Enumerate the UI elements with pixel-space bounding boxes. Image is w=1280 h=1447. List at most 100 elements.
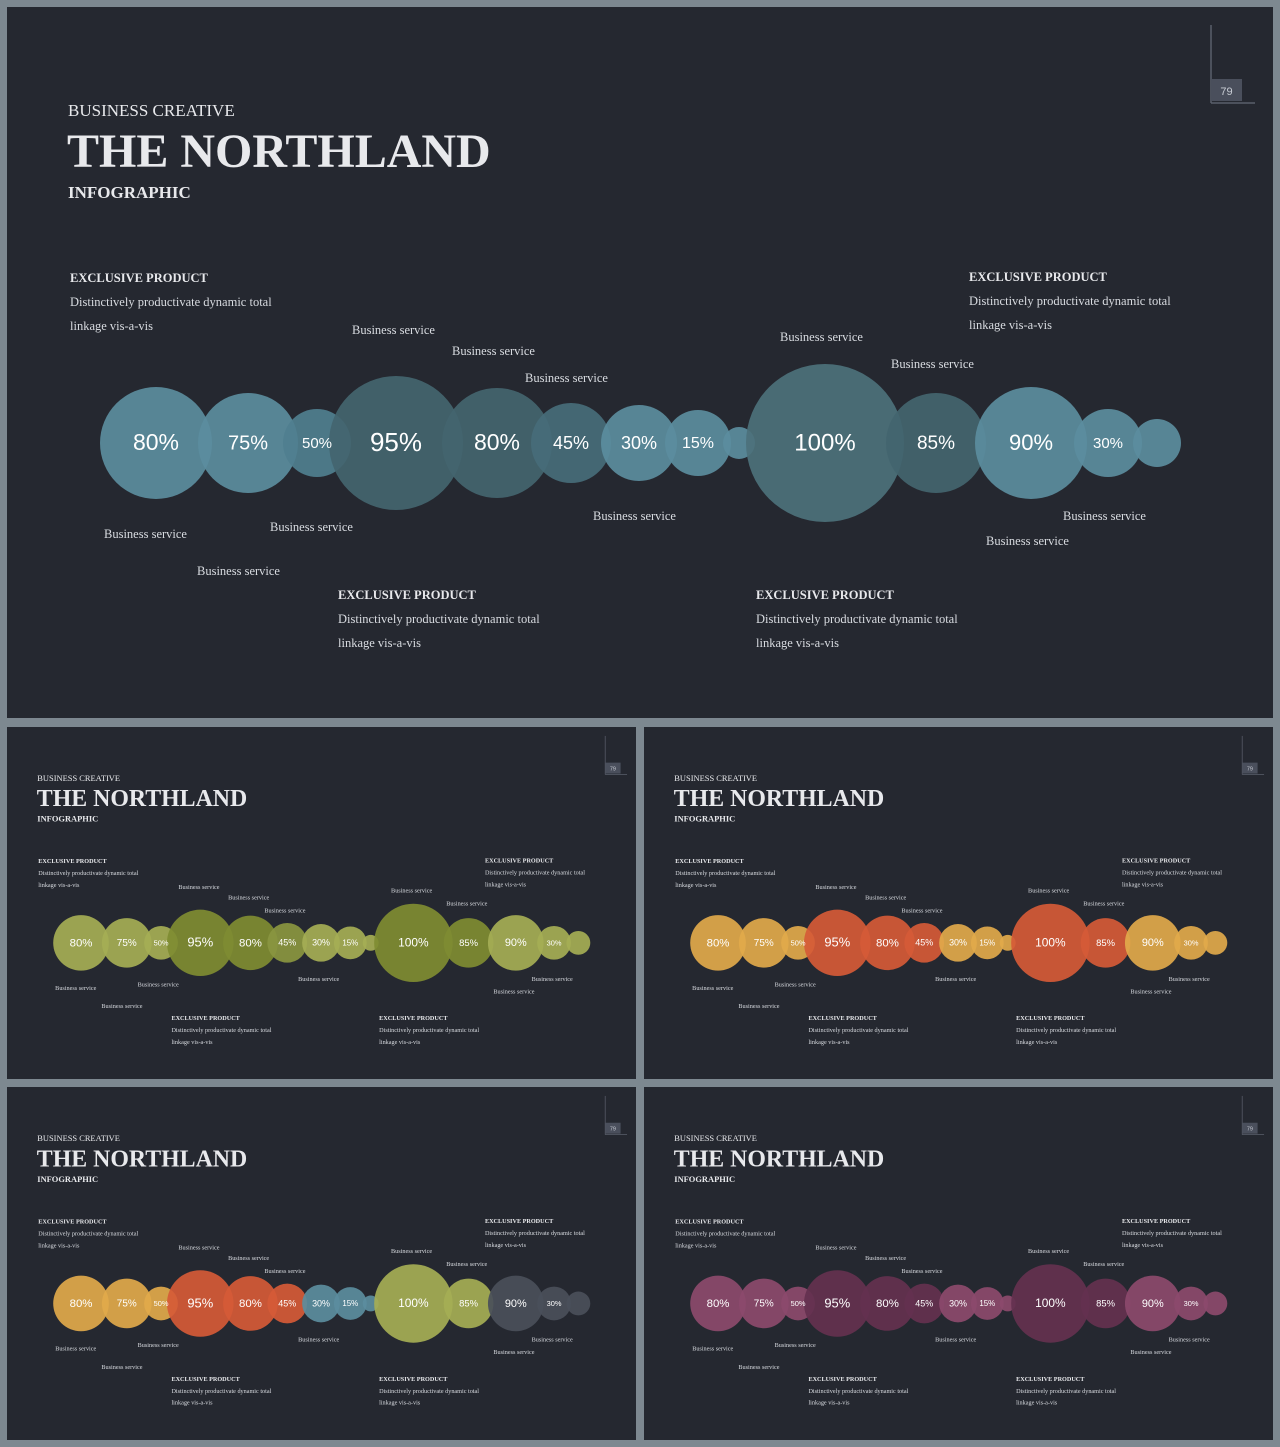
slide-main-blue[interactable]: 79 BUSINESS CREATIVE THE NORTHLAND INFOGRAP… — [7, 7, 1273, 718]
page-title: THE NORTHLAND — [37, 1146, 247, 1172]
percent-bubble — [531, 403, 611, 483]
percent-label: 30% — [547, 1299, 562, 1308]
percent-bubble — [690, 915, 746, 971]
header-kicker: BUSINESS CREATIVE — [68, 101, 235, 120]
product-desc-line: Distinctively productivate dynamic total — [808, 1388, 908, 1395]
percent-label: 30% — [312, 938, 330, 948]
product-desc-line: linkage vis-a-vis — [485, 881, 527, 888]
product-title: EXCLUSIVE PRODUCT — [756, 588, 895, 602]
percent-label: 15% — [682, 435, 714, 452]
service-label: Business service — [775, 981, 816, 988]
service-label: Business service — [1028, 887, 1069, 894]
service-label: Business service — [352, 323, 435, 337]
percent-label: 30% — [547, 938, 562, 947]
percent-label: 85% — [917, 433, 955, 454]
percent-bubble — [1074, 409, 1142, 477]
percent-label: 80% — [70, 937, 93, 949]
percent-bubble — [904, 1283, 945, 1324]
product-caption: EXCLUSIVE PRODUCT Distinctively productiv… — [1016, 1376, 1116, 1407]
service-label: Business service — [101, 1003, 142, 1010]
product-desc-line: linkage vis-a-vis — [1122, 1242, 1164, 1249]
product-desc-line: linkage vis-a-vis — [808, 1400, 850, 1407]
header-subtitle: INFOGRAPHIC — [37, 1174, 98, 1184]
percent-label: 85% — [1096, 937, 1115, 948]
percent-bubble — [443, 1278, 494, 1329]
percent-bubble — [904, 923, 945, 963]
product-desc-line: Distinctively productivate dynamic total — [1016, 1388, 1116, 1395]
slide-thumb-orange[interactable]: 79 BUSINESS CREATIVE THE NORTHLAND INFOGRAP… — [644, 727, 1273, 1079]
product-desc-line: Distinctively productivate dynamic total — [1122, 870, 1222, 877]
slide-canvas: 79 BUSINESS CREATIVE THE NORTHLAND INFOGRAP… — [674, 1095, 1265, 1407]
percent-label: 80% — [876, 1298, 899, 1310]
percent-bubble — [1133, 419, 1181, 467]
service-label: Business service — [264, 908, 305, 915]
product-desc-line: Distinctively productivate dynamic total — [38, 1230, 138, 1237]
service-label: Business service — [178, 884, 219, 891]
service-label: Business service — [935, 1337, 976, 1344]
percent-bubble — [970, 1287, 1004, 1320]
percent-label: 75% — [117, 1299, 137, 1310]
page-number-box — [1242, 1122, 1258, 1134]
percent-bubble — [939, 1284, 977, 1323]
page-number: 79 — [1247, 1127, 1253, 1133]
percent-label: 80% — [707, 1298, 730, 1310]
percent-bubble — [886, 393, 986, 493]
percent-label: 30% — [621, 433, 657, 453]
percent-bubble — [302, 924, 340, 962]
product-title: EXCLUSIVE PRODUCT — [1122, 1218, 1191, 1225]
percent-label: 85% — [459, 937, 478, 948]
percent-label: 15% — [342, 1299, 358, 1308]
percent-label: 30% — [949, 938, 967, 948]
percent-bubble — [101, 1278, 152, 1329]
percent-label: 80% — [876, 937, 899, 949]
percent-label: 85% — [459, 1297, 478, 1308]
percent-bubble — [537, 926, 571, 960]
percent-label: 80% — [70, 1298, 93, 1310]
page-number-box — [605, 1122, 621, 1134]
percent-label: 45% — [278, 1298, 296, 1308]
service-label: Business service — [815, 1244, 856, 1251]
service-label: Business service — [270, 520, 353, 534]
product-caption: EXCLUSIVE PRODUCT Distinctively productiv… — [70, 271, 272, 333]
slide-thumb-olive[interactable]: 79 BUSINESS CREATIVE THE NORTHLAND INFOGRAP… — [7, 727, 636, 1079]
product-caption: EXCLUSIVE PRODUCT Distinctively productiv… — [171, 1015, 271, 1046]
service-label: Business service — [391, 887, 432, 894]
percent-label: 95% — [824, 935, 850, 950]
slide-thumb-mixed[interactable]: 79 BUSINESS CREATIVE THE NORTHLAND INFOGRAP… — [7, 1087, 636, 1440]
product-desc-line: Distinctively productivate dynamic total — [675, 870, 775, 877]
product-caption: EXCLUSIVE PRODUCT Distinctively productiv… — [38, 1219, 138, 1250]
service-label: Business service — [446, 1261, 487, 1268]
slide-canvas: 79 BUSINESS CREATIVE THE NORTHLAND INFOGRAP… — [37, 735, 628, 1046]
percent-bubble — [442, 388, 552, 498]
service-label: Business service — [891, 357, 974, 371]
service-label: Business service — [138, 1342, 179, 1349]
percent-label: 50% — [154, 1299, 169, 1308]
service-label: Business service — [1130, 988, 1171, 995]
percent-label: 75% — [754, 938, 774, 949]
product-caption: EXCLUSIVE PRODUCT Distinctively productiv… — [808, 1376, 908, 1407]
percent-label: 30% — [1093, 435, 1123, 452]
product-title: EXCLUSIVE PRODUCT — [808, 1015, 877, 1022]
product-desc-line: linkage vis-a-vis — [1016, 1400, 1058, 1407]
product-caption: EXCLUSIVE PRODUCT Distinctively productiv… — [485, 1218, 585, 1249]
service-label: Business service — [815, 884, 856, 891]
product-desc-line: Distinctively productivate dynamic total — [379, 1027, 479, 1034]
product-desc-line: Distinctively productivate dynamic total — [38, 870, 138, 877]
percent-bubble — [1080, 918, 1131, 968]
product-title: EXCLUSIVE PRODUCT — [675, 858, 744, 865]
service-label: Business service — [1063, 509, 1146, 523]
service-label: Business service — [692, 985, 733, 992]
product-desc-line: linkage vis-a-vis — [171, 1400, 213, 1407]
product-caption: EXCLUSIVE PRODUCT Distinctively productiv… — [1016, 1015, 1116, 1046]
service-label: Business service — [298, 976, 339, 983]
percent-bubble — [738, 918, 789, 968]
slide-thumb-plum[interactable]: 79 BUSINESS CREATIVE THE NORTHLAND INFOGRAP… — [644, 1087, 1273, 1440]
percent-label: 90% — [505, 1298, 527, 1310]
percent-bubble — [101, 918, 152, 968]
product-desc-line: linkage vis-a-vis — [38, 1242, 80, 1249]
page-title: THE NORTHLAND — [674, 1146, 884, 1172]
product-caption: EXCLUSIVE PRODUCT Distinctively productiv… — [1122, 858, 1222, 889]
product-title: EXCLUSIVE PRODUCT — [485, 1218, 554, 1225]
percent-label: 100% — [1035, 936, 1066, 950]
service-label: Business service — [901, 908, 942, 915]
